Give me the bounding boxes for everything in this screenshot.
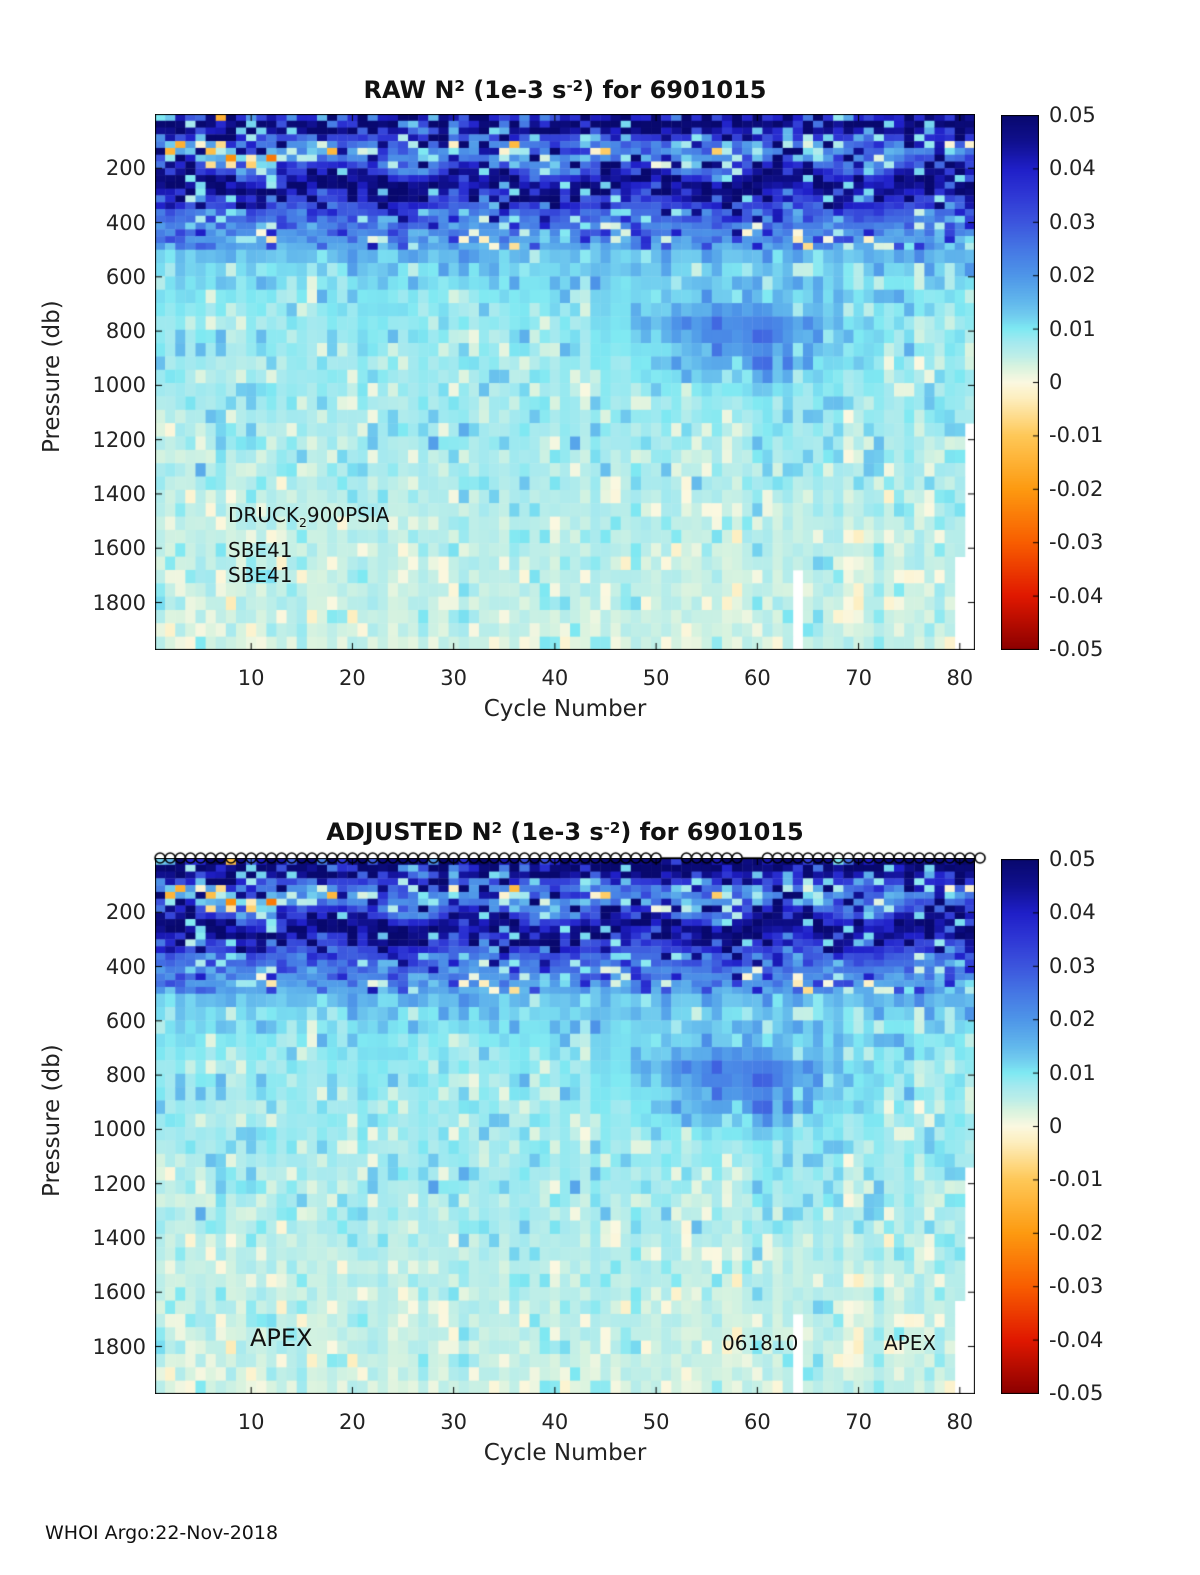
colorbar-tick-label: 0.02 — [1049, 1007, 1096, 1032]
title-part: RAW N — [363, 76, 455, 104]
colorbar-tick-label: -0.02 — [1049, 476, 1104, 501]
annotation-sensor-sbe41-1: SBE41 — [228, 538, 293, 562]
x-tick-label: 40 — [541, 666, 569, 690]
colorbar-tick-label: -0.02 — [1049, 1220, 1104, 1245]
title-part: ) for 6901015 — [583, 76, 767, 104]
annotation-text: APEX — [250, 1324, 313, 1352]
annotation-text: 061810 — [722, 1331, 799, 1355]
colorbar-tick-label: 0 — [1049, 1114, 1063, 1138]
x-tick-label: 40 — [541, 1410, 569, 1434]
x-tick-label: 50 — [642, 1410, 670, 1434]
y-tick-label: 1000 — [92, 373, 146, 398]
colorbar-tick-label: 0.05 — [1049, 103, 1096, 127]
title-part: 2 — [491, 819, 503, 837]
colorbar-tick-label: 0.03 — [1049, 209, 1096, 234]
x-tick-label: 60 — [743, 666, 771, 690]
y-tick-label: 1000 — [92, 1117, 146, 1142]
y-tick-label: 600 — [105, 264, 146, 289]
annotation-float-type-left: APEX — [250, 1324, 313, 1352]
colorbar-tick-label: 0.01 — [1049, 316, 1096, 341]
y-tick-label: 1400 — [92, 1225, 146, 1250]
title-part: (1e-3 s — [502, 818, 604, 846]
cycle-axis-label-raw: Cycle Number — [483, 696, 647, 722]
title-part: ADJUSTED N — [326, 818, 492, 846]
cycle-markers-row — [150, 847, 1000, 869]
annotation-firmware-version: 061810 — [722, 1331, 798, 1355]
title-part: ) for 6901015 — [620, 818, 804, 846]
x-tick-label: 80 — [946, 666, 974, 690]
colorbar-tick-label: -0.03 — [1049, 530, 1104, 555]
footer-text: WHOI Argo:22-Nov-2018 — [45, 1522, 279, 1544]
y-tick-label: 200 — [105, 900, 146, 925]
y-tick-label: 400 — [105, 210, 146, 235]
x-tick-label: 20 — [339, 1410, 366, 1434]
y-tick-label: 1200 — [92, 427, 146, 452]
x-tick-label: 60 — [743, 1410, 771, 1434]
annotation-text: 2 — [299, 515, 307, 530]
y-tick-label: 1600 — [92, 1280, 146, 1305]
y-tick-label: 1400 — [92, 481, 146, 506]
colorbar-tick-label: 0.05 — [1049, 847, 1096, 871]
y-tick-label: 600 — [105, 1008, 146, 1033]
colorbar-tick-label: 0.04 — [1049, 900, 1096, 925]
x-tick-label: 70 — [845, 666, 872, 690]
annotation-sensor-druck: DRUCK2900PSIA — [228, 503, 389, 530]
cycle-axis-label-adjusted: Cycle Number — [483, 1440, 647, 1466]
colorbar-tick-label: -0.01 — [1049, 423, 1104, 448]
colorbar-tick-label: -0.04 — [1049, 1327, 1104, 1352]
colorbar-tick-label: 0 — [1049, 370, 1063, 394]
heatmap-canvas-raw — [155, 114, 975, 650]
title-part: -2 — [566, 77, 584, 95]
colorbar-tick-label: 0.03 — [1049, 953, 1096, 978]
x-tick-label: 10 — [237, 666, 265, 690]
annotation-float-type-right: APEX — [884, 1331, 936, 1355]
x-tick-label: 50 — [642, 666, 670, 690]
colorbar-tick-label: 0.01 — [1049, 1060, 1096, 1085]
colorbar-tick-label: 0.04 — [1049, 156, 1096, 181]
y-tick-label: 1200 — [92, 1171, 146, 1196]
colorbar-tick-label: -0.05 — [1049, 1381, 1104, 1405]
annotation-sensor-sbe41-2: SBE41 — [228, 563, 293, 587]
x-tick-label: 30 — [440, 1410, 467, 1434]
colorbar-tick-label: -0.01 — [1049, 1167, 1104, 1192]
y-tick-label: 1800 — [92, 590, 146, 615]
x-tick-label: 80 — [946, 1410, 974, 1434]
raw-panel-title: RAW N2 (1e-3 s-2) for 6901015 — [155, 76, 975, 104]
annotation-text: SBE41 — [228, 538, 293, 562]
colorbar-tick-label: -0.05 — [1049, 637, 1104, 661]
x-tick-label: 10 — [237, 1410, 265, 1434]
annotation-text: 900PSIA — [306, 503, 390, 527]
title-part: -2 — [603, 819, 621, 837]
title-part: (1e-3 s — [464, 76, 567, 104]
y-tick-label: 800 — [105, 1063, 146, 1088]
y-tick-label: 800 — [105, 319, 146, 344]
colorbar-tick-label: -0.03 — [1049, 1274, 1104, 1299]
colorbar-adjusted — [1001, 859, 1039, 1394]
y-tick-label: 200 — [105, 156, 146, 181]
heatmap-canvas-adjusted — [155, 858, 975, 1394]
y-tick-label: 1800 — [92, 1334, 146, 1359]
title-part: 2 — [454, 77, 465, 95]
x-tick-label: 70 — [845, 1410, 872, 1434]
annotation-text: APEX — [884, 1331, 937, 1355]
y-tick-label: 400 — [105, 954, 146, 979]
colorbar-raw — [1001, 115, 1039, 650]
colorbar-tick-label: 0.02 — [1049, 263, 1096, 288]
x-tick-label: 30 — [440, 666, 467, 690]
x-tick-label: 20 — [339, 666, 366, 690]
colorbar-tick-label: -0.04 — [1049, 583, 1104, 608]
y-tick-label: 1600 — [92, 536, 146, 561]
adjusted-panel-title: ADJUSTED N2 (1e-3 s-2) for 6901015 — [155, 818, 975, 846]
annotation-text: SBE41 — [228, 563, 293, 587]
annotation-text: DRUCK — [228, 503, 300, 527]
